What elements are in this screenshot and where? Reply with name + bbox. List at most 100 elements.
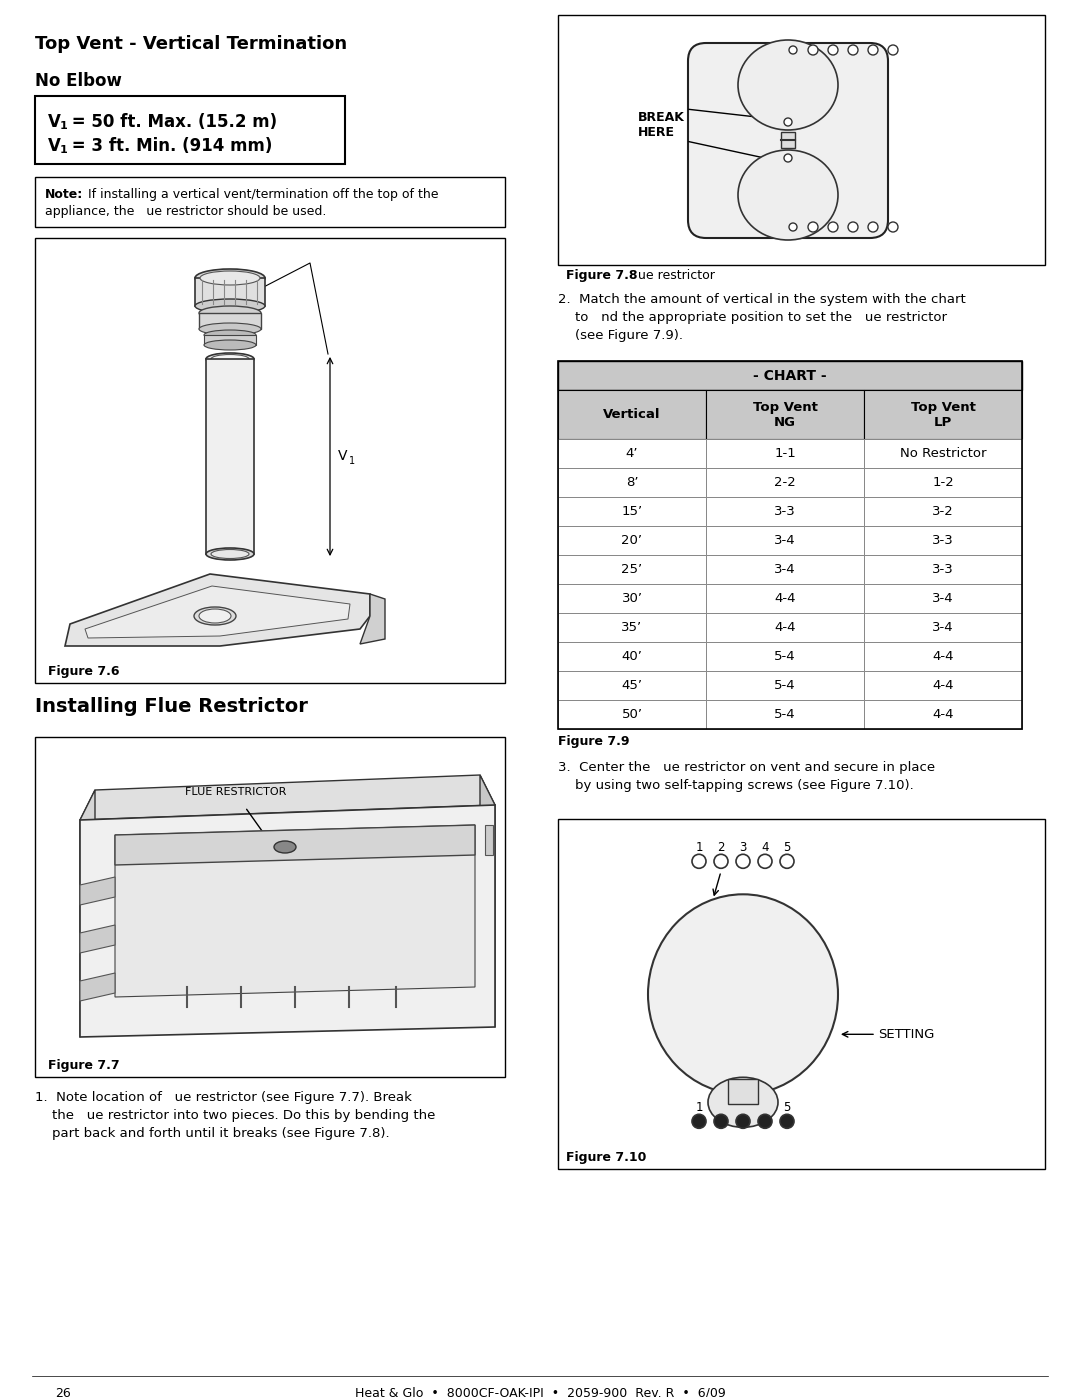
Bar [864,497,1022,527]
Bar [706,584,864,613]
Circle shape [735,855,750,869]
Text: 4: 4 [761,841,769,854]
Text: 1: 1 [696,841,703,854]
Text: SETTING: SETTING [878,1028,934,1041]
Text: 25’: 25’ [621,563,643,577]
Bar [35,177,505,226]
Text: 1-2: 1-2 [932,476,954,489]
Bar [706,439,864,468]
Circle shape [780,1115,794,1129]
Text: Note:: Note: [45,189,83,201]
Circle shape [888,222,897,232]
Bar [781,131,795,148]
Circle shape [828,222,838,232]
Bar [558,527,706,555]
Text: 4’: 4’ [625,447,638,460]
Bar [706,643,864,672]
Bar [864,613,1022,643]
Ellipse shape [206,353,254,365]
Bar [864,390,1022,439]
Text: 40’: 40’ [622,650,643,664]
Text: 5: 5 [783,1101,791,1113]
Ellipse shape [211,549,249,559]
Bar [558,555,706,584]
Text: appliance, the   ue restrictor should be used.: appliance, the ue restrictor should be u… [45,205,326,218]
Bar [864,700,1022,729]
Bar [558,819,1045,1169]
Text: 1: 1 [349,457,355,467]
Bar [864,555,1022,584]
Ellipse shape [204,339,256,351]
Text: No Elbow: No Elbow [35,73,122,89]
Circle shape [868,45,878,54]
Text: Figure 7.10: Figure 7.10 [566,1151,646,1164]
Bar [558,15,1045,265]
Polygon shape [80,789,95,1037]
Ellipse shape [648,894,838,1094]
Text: = 50 ft. Max. (15.2 m): = 50 ft. Max. (15.2 m) [66,113,278,131]
Text: 5-4: 5-4 [774,679,796,693]
Text: Top Vent
NG: Top Vent NG [753,401,818,429]
Bar [206,359,254,555]
Text: Top Vent
LP: Top Vent LP [910,401,975,429]
Ellipse shape [199,306,261,320]
Text: Installing Flue Restrictor: Installing Flue Restrictor [35,697,308,717]
Text: Figure 7.8: Figure 7.8 [566,270,637,282]
Text: V: V [48,113,60,131]
Bar [706,390,864,439]
Ellipse shape [206,548,254,560]
Bar [35,237,505,683]
Text: 2: 2 [717,1101,725,1113]
Text: 4: 4 [761,1101,769,1113]
Circle shape [692,855,706,869]
Ellipse shape [738,41,838,130]
Polygon shape [65,574,370,645]
Polygon shape [480,775,495,1027]
Bar [558,643,706,672]
Text: If installing a vertical vent/termination off the top of the: If installing a vertical vent/terminatio… [87,189,438,201]
Bar [485,826,492,855]
Text: 4-4: 4-4 [774,622,796,634]
Text: 45’: 45’ [621,679,643,693]
Ellipse shape [199,609,231,623]
Polygon shape [80,877,114,905]
Bar [35,738,505,1077]
Bar [558,672,706,700]
Text: 1: 1 [60,122,68,131]
Bar [864,439,1022,468]
Text: 3-3: 3-3 [932,563,954,577]
Bar [864,584,1022,613]
Text: 5-4: 5-4 [774,650,796,664]
Text: No Restrictor: No Restrictor [900,447,986,460]
Circle shape [789,46,797,54]
Ellipse shape [708,1077,778,1127]
Circle shape [808,222,818,232]
Ellipse shape [195,299,265,313]
Bar [558,497,706,527]
Polygon shape [114,826,475,997]
Bar [706,700,864,729]
Text: V: V [338,450,348,464]
Text: BREAK
HERE: BREAK HERE [638,110,685,138]
Text: Heat & Glo  •  8000CF-OAK-IPI  •  2059-900  Rev. R  •  6/09: Heat & Glo • 8000CF-OAK-IPI • 2059-900 R… [354,1387,726,1397]
Circle shape [780,855,794,869]
Text: 5: 5 [783,841,791,854]
Bar [558,468,706,497]
Bar [706,672,864,700]
Text: 4-4: 4-4 [932,679,954,693]
Text: 1.  Note location of   ue restrictor (see Figure 7.7). Break
    the   ue restri: 1. Note location of ue restrictor (see F… [35,1091,435,1140]
Text: 3-4: 3-4 [774,534,796,548]
Text: 20’: 20’ [621,534,643,548]
Text: 1-1: 1-1 [774,447,796,460]
Circle shape [848,45,858,54]
Circle shape [758,1115,772,1129]
Polygon shape [80,972,114,1002]
Ellipse shape [200,271,260,285]
Text: 3-4: 3-4 [932,592,954,605]
Text: 4-4: 4-4 [774,592,796,605]
Text: 50’: 50’ [621,708,643,721]
Text: Vertical: Vertical [604,408,661,420]
Ellipse shape [211,355,249,363]
Bar [558,439,706,468]
Text: 3: 3 [740,841,746,854]
